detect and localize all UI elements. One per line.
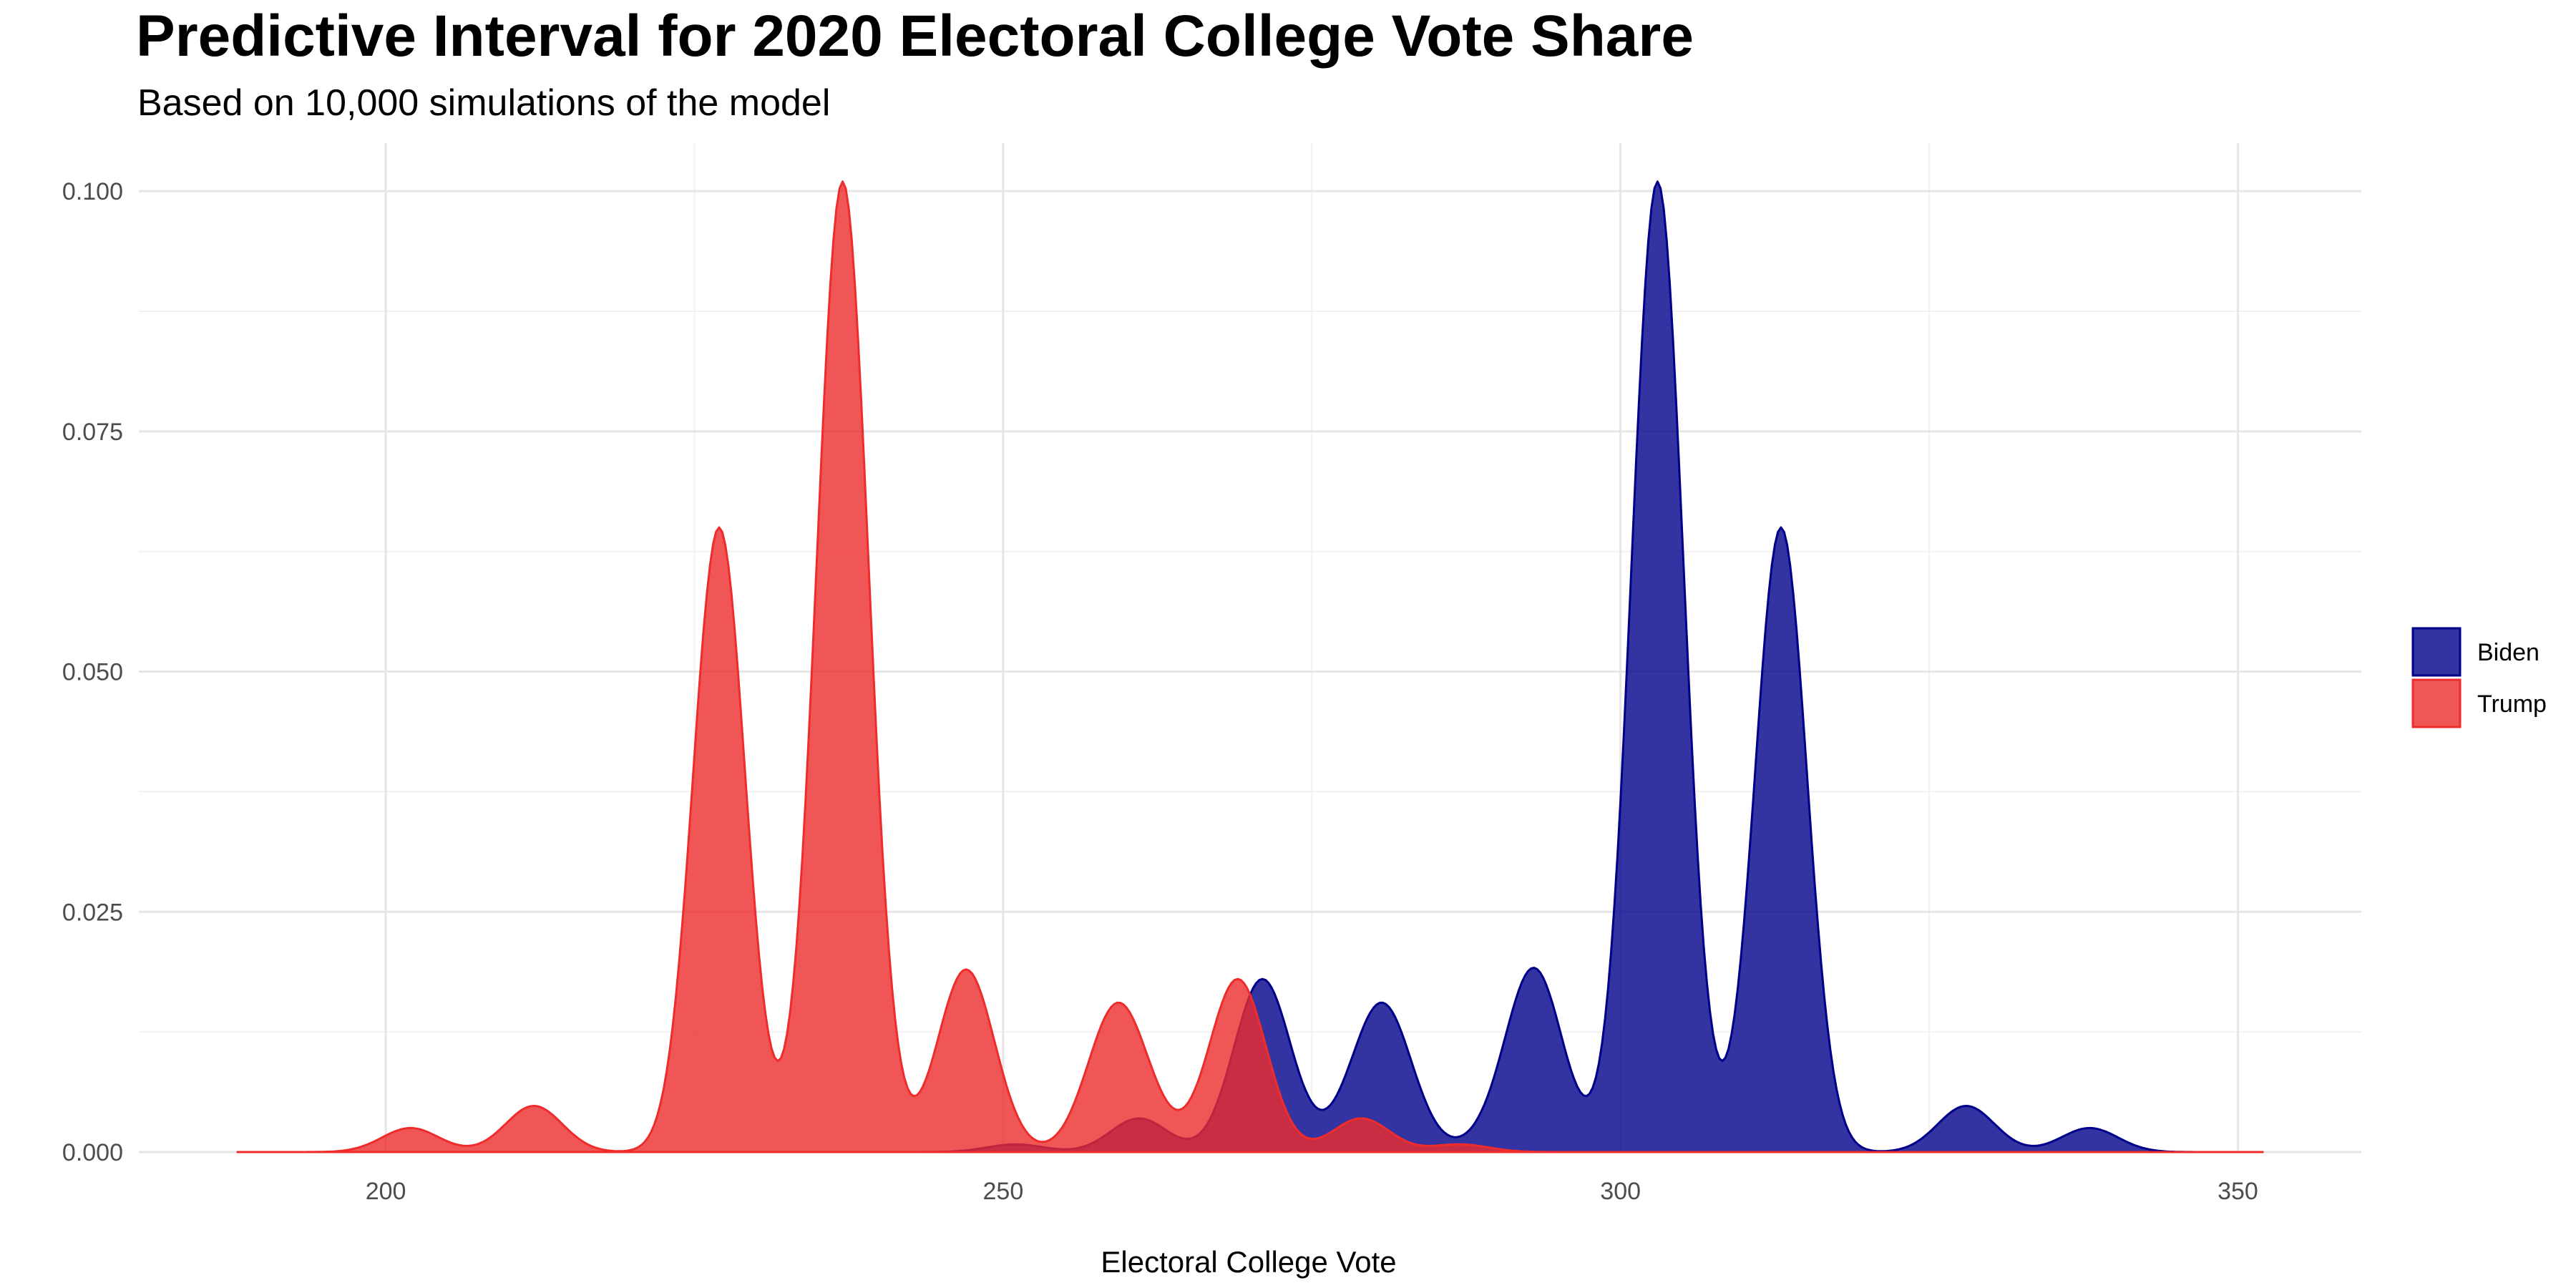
- y-tick-label: 0.100: [62, 178, 123, 205]
- x-tick-label: 350: [2218, 1178, 2258, 1205]
- x-tick-label: 300: [1600, 1178, 1641, 1205]
- density-series: [236, 180, 2264, 1153]
- y-tick-label: 0.025: [62, 899, 123, 926]
- y-tick-label: 0.075: [62, 419, 123, 446]
- legend-swatch-biden: [2411, 627, 2462, 677]
- axis-labels: 200 250 300 350 0.000 0.025 0.050 0.075 0.100: [62, 178, 2258, 1205]
- chart-title: Predictive Interval for 2020 Electoral C…: [136, 4, 1694, 69]
- chart-subtitle: Based on 10,000 simulations of the model: [137, 82, 831, 124]
- y-tick-label: 0.000: [62, 1139, 123, 1166]
- legend: Biden Trump: [2411, 627, 2547, 728]
- x-tick-label: 250: [983, 1178, 1024, 1205]
- density-area-trump: [236, 180, 2264, 1153]
- y-tick-label: 0.050: [62, 659, 123, 686]
- x-axis-title: Electoral College Vote: [1101, 1245, 1396, 1279]
- legend-label-biden: Biden: [2477, 639, 2540, 666]
- legend-label-trump: Trump: [2477, 691, 2547, 718]
- legend-swatch-trump: [2411, 678, 2462, 728]
- x-tick-label: 200: [366, 1178, 406, 1205]
